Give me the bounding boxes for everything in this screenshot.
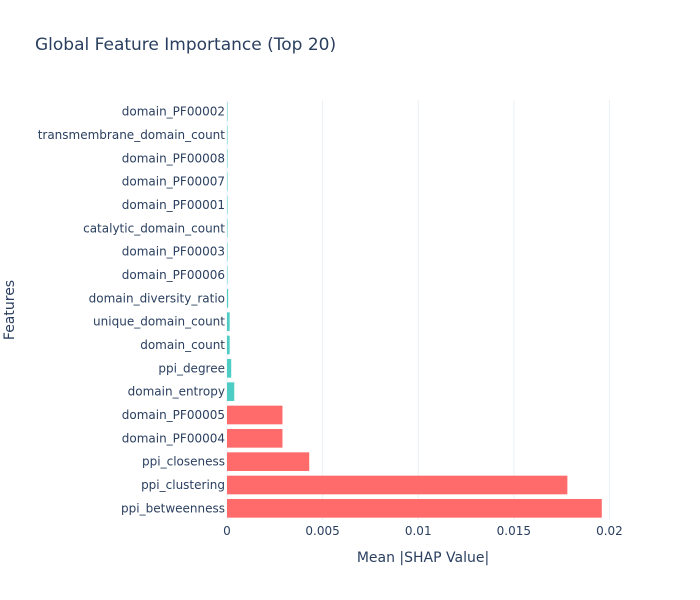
bar-ppi-closeness[interactable] — [227, 452, 310, 471]
bar-domain-pf00008[interactable] — [227, 149, 228, 168]
bar-domain-count[interactable] — [227, 335, 230, 355]
y-tick-label: ppi_degree — [158, 361, 225, 375]
bar-unique-domain-count[interactable] — [227, 312, 230, 331]
bar-ppi-clustering[interactable] — [227, 475, 568, 495]
y-tick-label: unique_domain_count — [93, 315, 225, 329]
bar-catalytic-domain-count[interactable] — [227, 219, 228, 238]
y-tick-label: domain_diversity_ratio — [89, 291, 225, 305]
x-tick-label: 0.01 — [405, 524, 432, 538]
bar-layer — [227, 102, 602, 518]
bar-domain-pf00004[interactable] — [227, 429, 283, 448]
bar-domain-pf00001[interactable] — [227, 195, 228, 215]
y-tick-label: ppi_betweenness — [121, 501, 225, 515]
bar-domain-pf00005[interactable] — [227, 405, 283, 425]
x-tick-label: 0.02 — [596, 524, 623, 538]
x-tick-label: 0.015 — [497, 524, 531, 538]
x-tick-label: 0.005 — [305, 524, 339, 538]
bar-domain-pf00007[interactable] — [227, 172, 228, 191]
y-tick-label: ppi_closeness — [142, 455, 225, 469]
x-axis-title: Mean |SHAP Value| — [357, 550, 489, 566]
bar-domain-pf00003[interactable] — [227, 242, 228, 261]
bar-domain-diversity-ratio[interactable] — [227, 289, 229, 308]
y-tick-label: domain_PF00002 — [122, 105, 225, 119]
y-tick-label: transmembrane_domain_count — [38, 128, 226, 142]
y-tick-layer: domain_PF00002 transmembrane_domain_count… — [38, 105, 226, 516]
y-tick-label: domain_PF00008 — [122, 151, 225, 165]
y-tick-label: domain_PF00003 — [122, 245, 225, 259]
y-tick-label: domain_PF00006 — [122, 268, 225, 282]
bar-ppi-betweenness[interactable] — [227, 499, 602, 518]
y-tick-label: ppi_clustering — [141, 478, 225, 492]
chart-title: Global Feature Importance (Top 20) — [35, 35, 336, 55]
y-tick-label: domain_PF00004 — [122, 431, 225, 445]
y-tick-label: domain_entropy — [128, 385, 225, 399]
bar-domain-entropy[interactable] — [227, 382, 235, 401]
bar-ppi-degree[interactable] — [227, 359, 232, 378]
grid-layer — [226, 100, 610, 520]
y-axis-title: Features — [2, 280, 18, 340]
x-tick-layer: 0 0.005 0.01 0.015 0.02 — [223, 524, 623, 538]
y-tick-label: domain_PF00001 — [122, 198, 225, 212]
y-tick-label: domain_count — [140, 338, 225, 352]
x-tick-label: 0 — [223, 524, 231, 538]
bar-domain-pf00006[interactable] — [227, 265, 228, 285]
bar-domain-pf00002[interactable] — [227, 102, 228, 121]
y-tick-label: domain_PF00005 — [122, 408, 225, 422]
y-tick-label: domain_PF00007 — [122, 175, 225, 189]
bar-transmembrane-domain-count[interactable] — [227, 125, 228, 145]
y-tick-label: catalytic_domain_count — [83, 221, 225, 235]
